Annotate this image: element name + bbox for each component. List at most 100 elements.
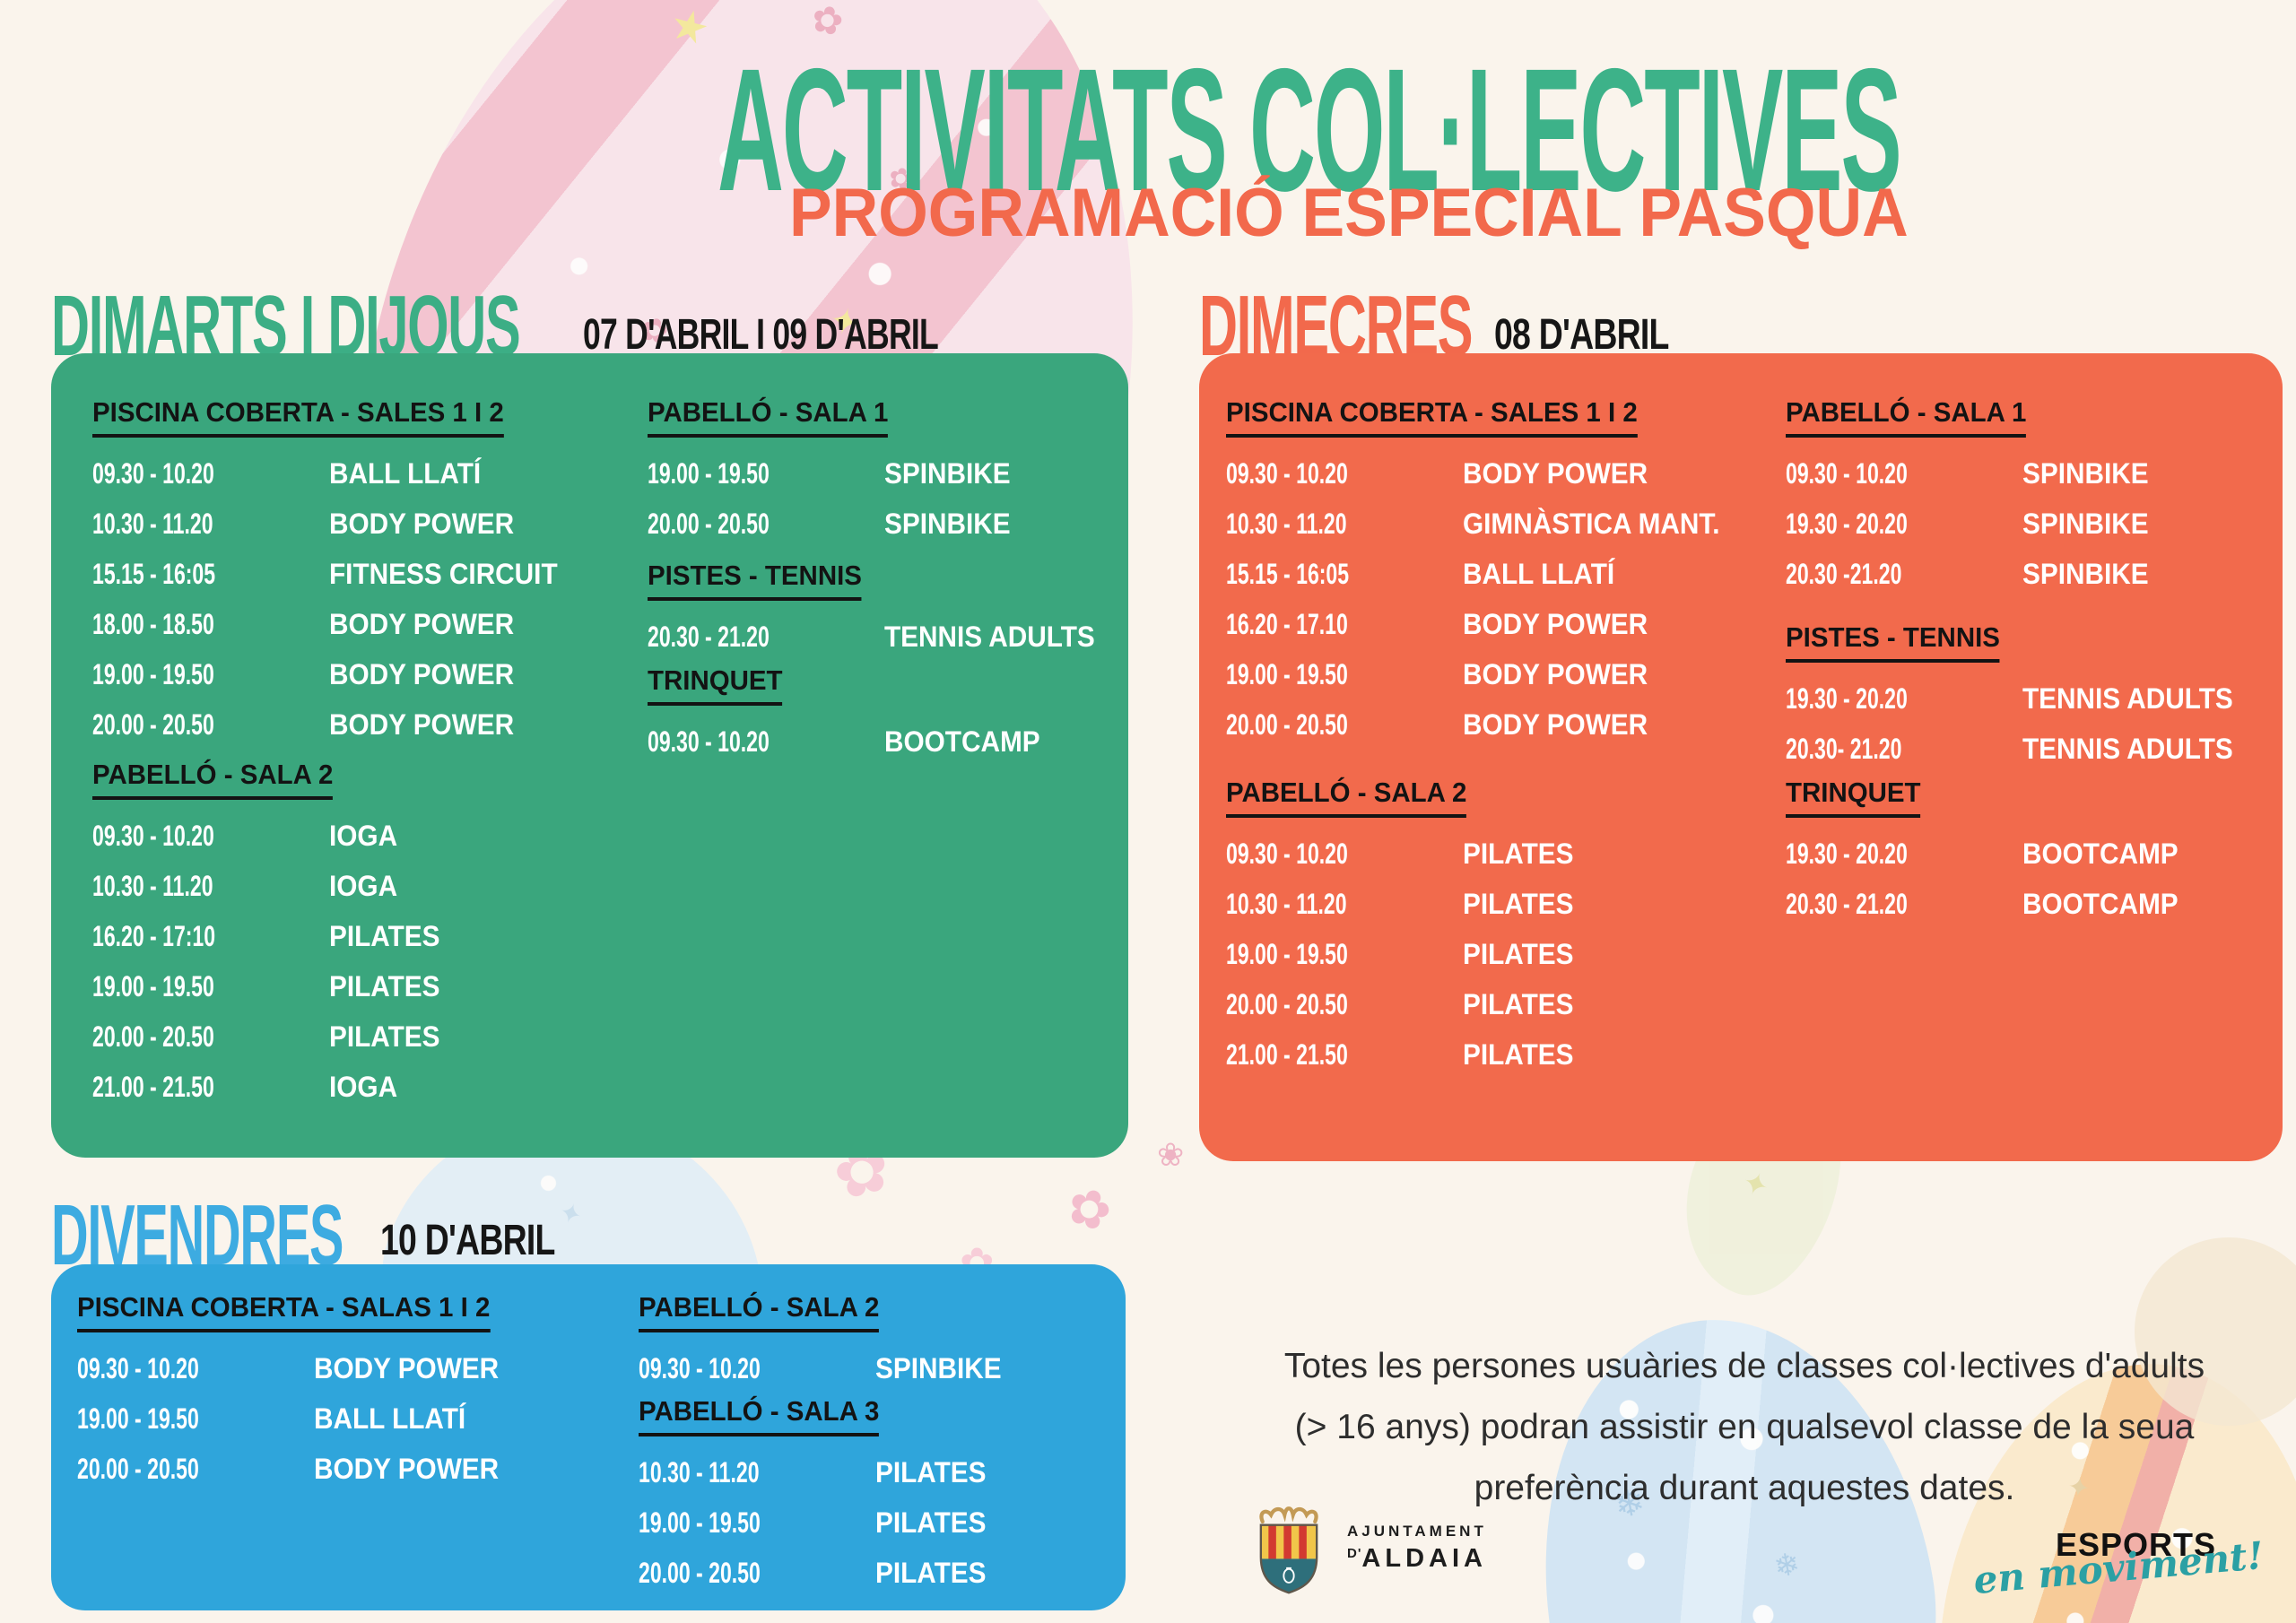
schedule-row: 09.30 - 10.20 BOOTCAMP <box>648 716 1118 767</box>
time-range: 19.00 - 19.50 <box>92 657 214 690</box>
schedule-row: 19.30 - 20.20 BOOTCAMP <box>1786 829 2274 879</box>
schedule-row: 19.00 - 19.50 PILATES <box>92 961 644 1011</box>
activity-name: SPINBIKE <box>2022 507 2149 540</box>
time-range: 18.00 - 18.50 <box>92 607 214 640</box>
flower-icon: ❀ <box>1157 1136 1185 1173</box>
schedule-row: 10.30 - 11.20 IOGA <box>92 861 644 911</box>
time-range: 19.30 - 20.20 <box>1786 507 1908 540</box>
schedule-row: 20.30- 21.20 TENNIS ADULTS <box>1786 724 2274 774</box>
schedule-row: 09.30 - 10.20 BALL LLATÍ <box>92 448 644 499</box>
activity-name: PILATES <box>1463 887 1574 920</box>
time-range: 20.30 - 21.20 <box>648 620 770 653</box>
venue-heading: PABELLÓ - SALA 2 <box>1226 777 1778 829</box>
time-range: 19.00 - 19.50 <box>1226 657 1348 690</box>
esports-en-moviment-logo: ESPORTS en moviment! <box>1971 1519 2269 1618</box>
schedule-row: 15.15 - 16:05 FITNESS CIRCUIT <box>92 549 644 599</box>
time-range: 21.00 - 21.50 <box>92 1070 214 1103</box>
activity-name: BALL LLATÍ <box>1463 557 1615 590</box>
note-paragraph: Totes les persones usuàries de classes c… <box>1202 1336 2287 1519</box>
schedule-row: 19.00 - 19.50 BODY POWER <box>1226 649 1778 699</box>
schedule-row: 09.30 - 10.20 BODY POWER <box>1226 448 1778 499</box>
star-icon: ✦ <box>1736 1166 1778 1202</box>
flower-icon: ✿ <box>1058 1174 1120 1245</box>
star-icon: ★ <box>665 0 715 56</box>
ajuntament-label: AJUNTAMENT <box>1347 1523 1487 1540</box>
activity-name: BOOTCAMP <box>884 725 1040 758</box>
time-range: 10.30 - 11.20 <box>92 869 213 902</box>
venue-heading: PISTES - TENNIS <box>1786 621 2274 673</box>
schedule-row: 10.30 - 11.20 BODY POWER <box>92 499 644 549</box>
date-text: 08 D'ABRIL <box>1494 311 1669 359</box>
schedule-column: PABELLÓ - SALA 2 09.30 - 10.20 SPINBIKE P… <box>639 1264 1118 1598</box>
date-text: 10 D'ABRIL <box>380 1217 555 1264</box>
activity-name: TENNIS ADULTS <box>2022 681 2233 715</box>
schedule-row: 10.30 - 11.20 GIMNÀSTICA MANT. <box>1226 499 1778 549</box>
activity-name: PILATES <box>875 1556 987 1589</box>
time-range: 16.20 - 17.10 <box>1226 607 1348 640</box>
time-range: 19.00 - 19.50 <box>92 969 214 1002</box>
activity-name: SPINBIKE <box>884 507 1011 540</box>
activity-name: BODY POWER <box>314 1351 500 1384</box>
schedule-row: 10.30 - 11.20 PILATES <box>639 1447 1118 1497</box>
day-name: DIVENDRES <box>51 1187 344 1283</box>
date-label: 10 D'ABRIL <box>380 1219 604 1263</box>
activity-name: BODY POWER <box>1463 607 1648 640</box>
schedule-row: 15.15 - 16:05 BALL LLATÍ <box>1226 549 1778 599</box>
venue-heading: PABELLÓ - SALA 2 <box>639 1291 1118 1343</box>
schedule-row: 20.00 - 20.50 SPINBIKE <box>648 499 1118 549</box>
time-range: 10.30 - 11.20 <box>1226 887 1347 920</box>
time-range: 20.00 - 20.50 <box>639 1556 761 1589</box>
activity-name: PILATES <box>1463 1037 1574 1071</box>
schedule-row: 16.20 - 17.10 BODY POWER <box>1226 599 1778 649</box>
activity-name: BOOTCAMP <box>2022 887 2179 920</box>
activity-name: PILATES <box>329 1020 440 1053</box>
activity-name: BODY POWER <box>1463 707 1648 741</box>
esports-wordmark: ESPORTS <box>2056 1526 2217 1563</box>
time-range: 20.30 - 21.20 <box>1786 887 1908 920</box>
schedule-row: 19.00 - 19.50 PILATES <box>639 1497 1118 1548</box>
schedule-row: 19.00 - 19.50 PILATES <box>1226 929 1778 979</box>
activity-name: GIMNÀSTICA MANT. <box>1463 507 1720 540</box>
schedule-column: PISCINA COBERTA - SALES 1 I 2 09.30 - 10… <box>92 353 644 1112</box>
venue-heading: PABELLÓ - SALA 2 <box>92 759 644 811</box>
venue-heading: PABELLÓ - SALA 1 <box>1786 396 2274 448</box>
schedule-row: 09.30 - 10.20 SPINBIKE <box>1786 448 2274 499</box>
activity-name: PILATES <box>875 1455 987 1488</box>
schedule-row: 20.30 -21.20 SPINBIKE <box>1786 549 2274 599</box>
activity-name: PILATES <box>329 969 440 1002</box>
poster-subtitle-text: PROGRAMACIÓ ESPECIAL PASQUA <box>789 175 1909 251</box>
poster-title: ACTIVITATS COL·LECTIVES <box>718 43 2296 218</box>
venue-heading: TRINQUET <box>648 664 1118 716</box>
activity-name: SPINBIKE <box>884 456 1011 490</box>
time-range: 20.00 - 20.50 <box>648 507 770 540</box>
time-range: 09.30 - 10.20 <box>1226 837 1348 870</box>
time-range: 09.30 - 10.20 <box>77 1351 199 1384</box>
schedule-row: 21.00 - 21.50 PILATES <box>1226 1029 1778 1080</box>
activity-name: BODY POWER <box>329 707 515 741</box>
activity-name: BODY POWER <box>314 1452 500 1485</box>
schedule-row: 18.00 - 18.50 BODY POWER <box>92 599 644 649</box>
time-range: 19.00 - 19.50 <box>1226 937 1348 970</box>
ajuntament-aldaia-logo: AJUNTAMENT D'ALDAIA <box>1254 1505 1631 1612</box>
schedule-column: PABELLÓ - SALA 1 19.00 - 19.50 SPINBIKE 2… <box>648 353 1118 767</box>
schedule-row: 20.00 - 20.50 BODY POWER <box>77 1444 629 1494</box>
time-range: 09.30 - 10.20 <box>92 456 214 490</box>
activity-name: BODY POWER <box>329 607 515 640</box>
time-range: 10.30 - 11.20 <box>1226 507 1347 540</box>
activity-name: BODY POWER <box>329 657 515 690</box>
time-range: 09.30 - 10.20 <box>1786 456 1908 490</box>
schedule-row: 16.20 - 17:10 PILATES <box>92 911 644 961</box>
venue-heading: PISCINA COBERTA - SALAS 1 I 2 <box>77 1291 629 1343</box>
schedule-row: 10.30 - 11.20 PILATES <box>1226 879 1778 929</box>
schedule-row: 20.30 - 21.20 TENNIS ADULTS <box>648 612 1118 662</box>
activity-name: BODY POWER <box>1463 456 1648 490</box>
venue-heading: PISTES - TENNIS <box>648 560 1118 612</box>
schedule-row: 20.00 - 20.50 BODY POWER <box>92 699 644 750</box>
circle-decoration <box>2135 1237 2296 1426</box>
aldaia-label: D'ALDAIA <box>1347 1544 1487 1573</box>
venue-heading: TRINQUET <box>1786 777 2274 829</box>
activity-name: BALL LLATÍ <box>314 1402 466 1435</box>
panel-dimecres: PISCINA COBERTA - SALES 1 I 2 09.30 - 10… <box>1199 353 2283 1161</box>
schedule-row: 09.30 - 10.20 BODY POWER <box>77 1343 629 1393</box>
activity-name: TENNIS ADULTS <box>884 620 1095 653</box>
